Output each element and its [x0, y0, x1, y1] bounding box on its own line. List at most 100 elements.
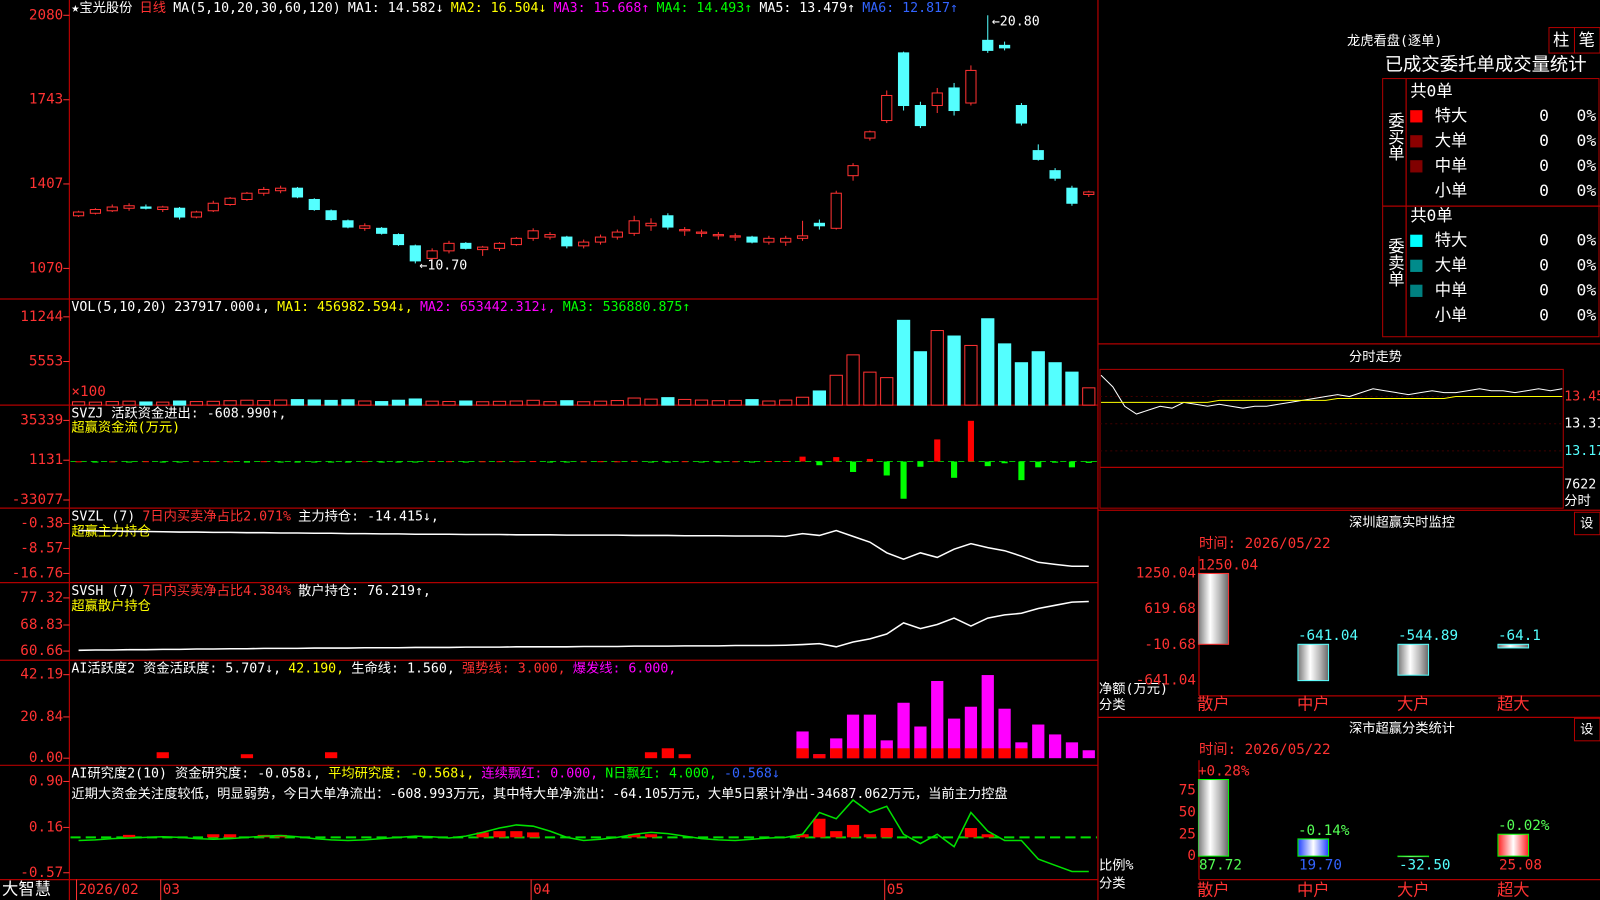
- y-tick-label: 60.66: [20, 643, 63, 659]
- flow-bar: [799, 456, 806, 462]
- volume-bar: [1014, 362, 1029, 406]
- button[interactable]: [1573, 717, 1600, 742]
- button-label[interactable]: 柱: [1553, 30, 1569, 49]
- candle-body: [645, 222, 657, 227]
- volume-bar: [728, 399, 742, 406]
- active-bar: [846, 714, 860, 759]
- candle-body: [746, 236, 758, 243]
- note: 近期大资金关注度较低，明显弱势，今日大单净流出：-608.993万元，其中特大单…: [71, 785, 1007, 802]
- button-label[interactable]: 设: [1580, 515, 1593, 531]
- header-segment: ★宝光股份: [71, 0, 132, 16]
- flow-bar: [243, 461, 250, 463]
- header-segment: 主力持仓: -14.415↓,: [298, 508, 439, 524]
- panel-header: ★宝光股份 日线 MA(5,10,20,30,60,120) MA1: 14.582↓…: [71, 0, 958, 16]
- research-line: [78, 799, 1089, 873]
- candle-body: [241, 192, 253, 200]
- candle-body: [1083, 191, 1095, 195]
- volume-bar: [408, 398, 422, 406]
- category-label: 散户: [1197, 880, 1230, 899]
- base-bar: [325, 752, 338, 759]
- flow-bar: [765, 461, 772, 463]
- value-label: 1250.04: [1198, 557, 1258, 573]
- flow-bar: [109, 461, 116, 463]
- volume-bar: [1065, 371, 1079, 406]
- candle-body: [275, 187, 287, 192]
- vol-unit: 分时: [1564, 493, 1591, 509]
- candle-body: [1066, 187, 1078, 204]
- y-tick-label: -0.57: [20, 865, 63, 881]
- base-bar: [947, 748, 961, 759]
- candle-body: [477, 246, 489, 251]
- candle-body: [712, 234, 724, 237]
- row-name: 大单: [1435, 255, 1468, 274]
- flow-bar: [1068, 461, 1075, 468]
- x-tick-label: 05: [887, 882, 904, 898]
- y-tick-label: 77.32: [20, 590, 63, 606]
- header-segment: SVZJ 活跃资金进出: -608.990↑,: [71, 405, 286, 421]
- y-tick-label: -0.38: [20, 515, 63, 531]
- flow-bar: [260, 461, 267, 463]
- category-label: 超大: [1497, 880, 1530, 899]
- volume-bar: [122, 400, 136, 406]
- button-label[interactable]: 设: [1580, 722, 1593, 738]
- research-bar: [863, 834, 877, 838]
- category-label: 散户: [1197, 695, 1230, 714]
- header-segment: 生命线: 1.560,: [351, 659, 455, 676]
- research-bar: [846, 824, 860, 838]
- y-tick-label: -33077: [12, 492, 64, 508]
- base-bar: [644, 752, 658, 759]
- research-bar: [813, 818, 826, 838]
- y-tick-label: 0.16: [29, 819, 63, 835]
- candle-body: [510, 237, 522, 246]
- price-line: [1100, 374, 1563, 415]
- axis-label: 分类: [1099, 697, 1126, 713]
- panel-header: SVSH (7) 7日内买卖净占比4.384% 散户持仓: 76.219↑,: [71, 582, 430, 599]
- candle-body: [695, 231, 708, 234]
- flow-bar: [748, 461, 756, 463]
- row-pct: 0%: [1577, 106, 1597, 125]
- header-segment: -0.568↓: [724, 766, 780, 781]
- y-tick-label: 50: [1179, 804, 1196, 820]
- flow-bar: [681, 461, 688, 463]
- volume-bar: [880, 377, 894, 406]
- holding-line: [78, 529, 1089, 568]
- button[interactable]: [1573, 511, 1600, 536]
- button[interactable]: [1573, 27, 1600, 54]
- panel-title: 深圳超赢实时监控: [1349, 513, 1455, 530]
- research-bar: [510, 831, 523, 838]
- bar: [1397, 855, 1430, 858]
- y-tick-label: 25: [1179, 826, 1196, 842]
- header-segment: 7日内买卖净占比4.384%: [142, 583, 291, 599]
- header-segment: 强势线: 3.000,: [462, 660, 566, 676]
- flow-bar: [75, 461, 82, 463]
- header-segment: SVZL (7): [71, 509, 135, 524]
- flow-bar: [126, 461, 133, 463]
- base-bar: [678, 754, 691, 759]
- volume-bar: [543, 401, 557, 406]
- candle-body: [628, 220, 640, 234]
- header-segment: 连续飘红: 0.000,: [481, 765, 598, 781]
- candle-body: [325, 210, 337, 221]
- base-bar: [1015, 748, 1028, 759]
- flow-bar: [715, 461, 722, 463]
- candle-body: [914, 104, 927, 127]
- bar: [1297, 838, 1330, 857]
- volume-bar: [981, 318, 995, 406]
- button-label[interactable]: 笔: [1579, 30, 1595, 49]
- value-label: -641.04: [1298, 628, 1358, 644]
- research-bar: [880, 828, 893, 838]
- x-tick-label: 03: [163, 882, 180, 898]
- unit: 净额(万元): [1099, 681, 1168, 697]
- y-tick-label: 0.90: [29, 773, 63, 789]
- category-label: 大户: [1397, 880, 1430, 899]
- volume-bar: [442, 400, 456, 406]
- low-label: ←10.70: [419, 258, 467, 273]
- volume-bar: [997, 343, 1012, 406]
- flow-bar: [1085, 461, 1092, 463]
- volume-bar: [324, 399, 338, 406]
- volume-bar: [762, 400, 776, 406]
- category-label: 中户: [1297, 880, 1330, 899]
- candle-body: [1015, 104, 1028, 124]
- volume-bar: [930, 330, 944, 406]
